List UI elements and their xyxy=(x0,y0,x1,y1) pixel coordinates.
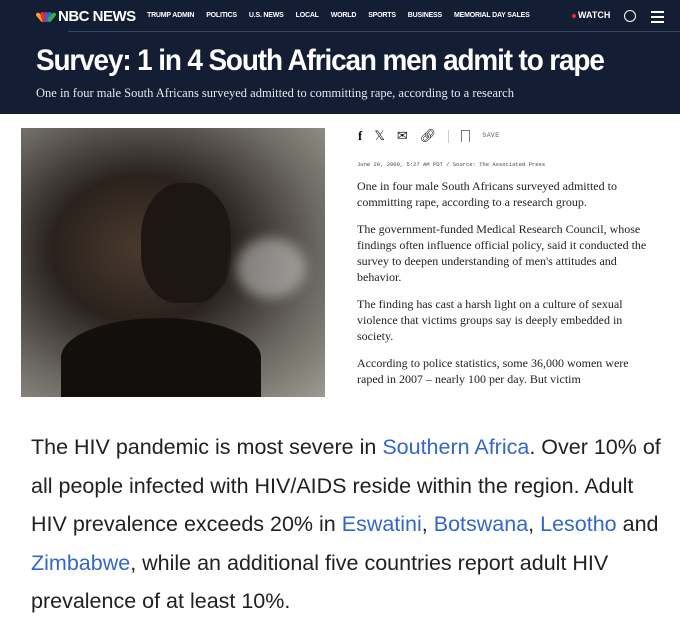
share-separator xyxy=(448,129,450,143)
share-bar: f 𝕏 ✉ 🔗︎ SAVE xyxy=(358,128,500,144)
text: . Over 10% of all people infected with H… xyxy=(31,435,661,536)
hamburger-menu-icon[interactable] xyxy=(651,11,664,26)
live-dot-icon xyxy=(572,13,576,18)
header-divider xyxy=(68,31,680,32)
email-icon[interactable]: ✉ xyxy=(396,128,408,143)
paragraph: According to police statistics, some 36,… xyxy=(357,355,629,386)
nbc-news-logo[interactable]: NBC NEWS xyxy=(35,8,136,25)
dek: One in four male South Africans surveyed… xyxy=(36,86,514,100)
text: , xyxy=(421,512,434,536)
bookmark-icon[interactable] xyxy=(461,130,471,142)
link-botswana[interactable]: Botswana xyxy=(433,512,529,536)
nav-us-news[interactable]: U.S. NEWS xyxy=(248,12,284,19)
x-icon[interactable]: 𝕏 xyxy=(374,128,385,143)
paragraph: One in four male South Africans surveyed… xyxy=(357,179,617,210)
nav-trump-admin[interactable]: TRUMP ADMIN xyxy=(147,12,195,19)
watch-label: WATCH xyxy=(578,10,611,20)
article-body: One in four male South Africans surveyed… xyxy=(357,178,657,397)
save-button[interactable]: SAVE xyxy=(482,133,500,139)
link-southern-africa[interactable]: Southern Africa xyxy=(382,435,530,459)
paragraph: The finding has cast a harsh light on a … xyxy=(357,296,623,344)
wikipedia-excerpt: The HIV pandemic is most severe in South… xyxy=(31,428,661,621)
site-header: NBC NEWS TRUMP ADMIN POLITICS U.S. NEWS … xyxy=(0,0,680,114)
link-eswatini[interactable]: Eswatini xyxy=(341,512,422,536)
text: , while an additional five countries rep… xyxy=(31,550,609,614)
peacock-icon xyxy=(35,11,57,23)
paragraph: The government-funded Medical Research C… xyxy=(357,221,647,285)
watch-button[interactable]: WATCH xyxy=(572,10,610,20)
logo-text: NBC NEWS xyxy=(58,8,136,25)
link-lesotho[interactable]: Lesotho xyxy=(540,512,617,536)
nav-business[interactable]: BUSINESS xyxy=(407,12,442,19)
link-icon[interactable]: 🔗︎ xyxy=(419,128,437,143)
account-icon[interactable] xyxy=(624,10,636,22)
dateline: June 20, 2009, 5:27 AM PDT / Source: The… xyxy=(357,161,546,168)
nav-world[interactable]: WORLD xyxy=(330,12,357,19)
text: The HIV pandemic is most severe in xyxy=(31,435,383,459)
headline: Survey: 1 in 4 South African men admit t… xyxy=(36,44,605,77)
text: , xyxy=(528,512,541,536)
article-photo xyxy=(21,128,325,397)
nav-politics[interactable]: POLITICS xyxy=(206,12,237,19)
facebook-icon[interactable]: f xyxy=(358,128,363,143)
main-nav: TRUMP ADMIN POLITICS U.S. NEWS LOCAL WOR… xyxy=(147,12,530,19)
nav-local[interactable]: LOCAL xyxy=(295,12,319,19)
link-zimbabwe[interactable]: Zimbabwe xyxy=(31,550,131,575)
nav-sports[interactable]: SPORTS xyxy=(368,12,396,19)
nav-memorial-day-sales[interactable]: MEMORIAL DAY SALES xyxy=(453,12,530,19)
text: and xyxy=(616,512,659,536)
